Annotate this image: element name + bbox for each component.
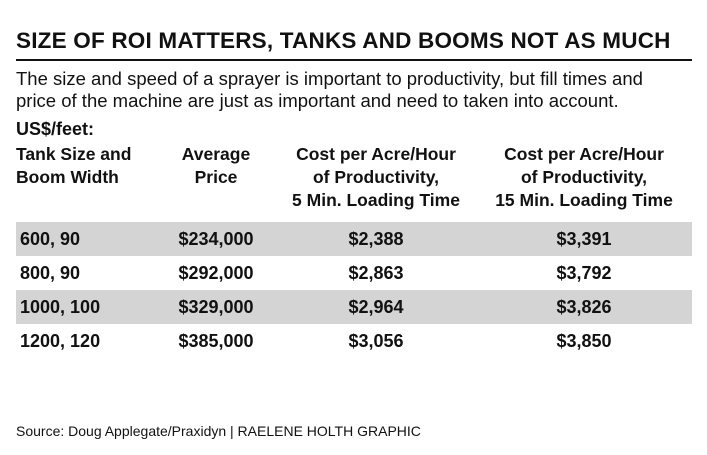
table-row: 1200, 120 $385,000 $3,056 $3,850 xyxy=(16,324,692,358)
table-cell-r3-c2: $3,056 xyxy=(348,330,404,351)
table-cell-r1-c2: $2,863 xyxy=(348,262,404,283)
column-header-0-line-1: Boom Width xyxy=(16,167,119,187)
units-label: US$/feet: xyxy=(16,119,95,139)
column-header-1: Average Price xyxy=(156,143,276,222)
table-cell-r3-c1: $385,000 xyxy=(178,330,254,351)
table-cell-r3-c3: $3,850 xyxy=(556,330,612,351)
table-cell-r1-c1: $292,000 xyxy=(178,262,254,283)
infographic: SIZE OF ROI MATTERS, TANKS AND BOOMS NOT… xyxy=(16,26,692,358)
column-header-2-line-1: of Productivity, xyxy=(312,167,440,187)
chart-subtitle: The size and speed of a sprayer is impor… xyxy=(16,68,643,111)
table-cell-r2-c2: $2,964 xyxy=(276,290,476,324)
chart-title: SIZE OF ROI MATTERS, TANKS AND BOOMS NOT… xyxy=(16,26,692,61)
header-row: Tank Size and Boom Width Average Price Cost … xyxy=(16,143,692,222)
column-header-2: Cost per Acre/Hour of Productivity, 5 Min.… xyxy=(276,143,476,222)
column-header-3: Cost per Acre/Hour of Productivity, 15 Min… xyxy=(476,143,692,222)
table-row: 1000, 100 $329,000 $2,964 $3,826 xyxy=(16,290,692,324)
column-header-3-line-1: of Productivity, xyxy=(520,167,648,187)
column-header-3-line-2: 15 Min. Loading Time xyxy=(495,190,673,210)
source-credit: Source: Doug Applegate/Praxidyn | RAELEN… xyxy=(16,423,421,439)
table-row: 800, 90 $292,000 $2,863 $3,792 xyxy=(16,256,692,290)
table-cell-r0-c2: $2,388 xyxy=(276,222,476,256)
column-header-3-line-0: Cost per Acre/Hour xyxy=(504,144,664,164)
data-table: Tank Size and Boom Width Average Price Cost … xyxy=(16,143,692,358)
table-body: 600, 90 $234,000 $2,388 $3,391 800, 90 $292,0… xyxy=(16,222,692,358)
table-cell-r2-c1: $329,000 xyxy=(156,290,276,324)
table-cell-r0-c1: $234,000 xyxy=(156,222,276,256)
table-cell-r0-c3: $3,391 xyxy=(476,222,692,256)
table-cell-r0-c0: 600, 90 xyxy=(16,222,156,256)
table-cell-r2-c3: $3,826 xyxy=(476,290,692,324)
column-header-2-line-0: Cost per Acre/Hour xyxy=(296,144,456,164)
column-header-0: Tank Size and Boom Width xyxy=(16,143,156,222)
column-header-0-line-0: Tank Size and xyxy=(16,144,132,164)
table-cell-r2-c0: 1000, 100 xyxy=(16,290,156,324)
table-row: 600, 90 $234,000 $2,388 $3,391 xyxy=(16,222,692,256)
table-cell-r3-c0: 1200, 120 xyxy=(20,330,101,351)
column-header-2-line-2: 5 Min. Loading Time xyxy=(292,190,460,210)
table-cell-r1-c3: $3,792 xyxy=(556,262,612,283)
column-header-1-line-0: Average xyxy=(181,144,251,164)
column-header-1-line-1: Price xyxy=(194,167,238,187)
table-cell-r1-c0: 800, 90 xyxy=(20,262,81,283)
